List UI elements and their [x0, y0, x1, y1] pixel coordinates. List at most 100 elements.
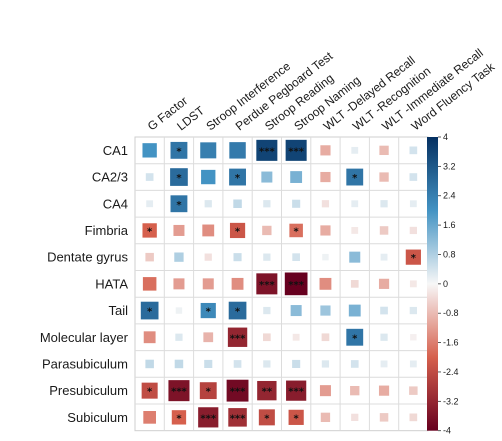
heatmap-cell — [143, 331, 156, 344]
significance-label: * — [206, 387, 212, 398]
heatmap-cell — [173, 278, 185, 290]
heatmap-cell — [320, 412, 331, 423]
heatmap-cell — [346, 168, 364, 186]
heatmap-cell — [226, 379, 249, 402]
row-labels: CA1 CA2/3 CA4 Fimbria Dentate gyrus HATA Tail M… — [40, 143, 129, 425]
heatmap-cell — [263, 253, 271, 261]
heatmap-cell — [145, 173, 154, 181]
heatmap-cell — [258, 409, 275, 426]
heatmap-cell — [263, 200, 271, 208]
heatmap-cell — [409, 200, 417, 208]
heatmap-cell — [229, 222, 246, 239]
heatmap-cell — [143, 411, 156, 424]
heatmap-cell — [290, 171, 303, 183]
heatmap-cell — [379, 226, 389, 235]
heatmap-cell — [170, 141, 188, 159]
row-label: Fimbria — [85, 223, 129, 238]
heatmap-cell — [321, 360, 330, 368]
heatmap-cell — [263, 360, 271, 368]
heatmap-cell — [319, 385, 331, 397]
heatmap-cell — [409, 173, 418, 181]
heatmap-cell — [320, 171, 331, 183]
heatmap-cell — [322, 253, 329, 261]
heatmap-cell — [410, 334, 417, 341]
row-label: CA4 — [103, 196, 128, 211]
heatmap-cell — [409, 226, 417, 235]
heatmap-cell — [175, 333, 183, 341]
heatmap-cell — [409, 413, 418, 422]
row-label: Subiculum — [67, 410, 128, 425]
heatmap-cell — [204, 200, 212, 208]
colorbar-tick-label: 3.2 — [443, 161, 456, 171]
heatmap-cell — [350, 360, 359, 368]
significance-label: *** — [230, 333, 246, 344]
heatmap-cell — [319, 277, 332, 290]
colorbar-tick-label: -2.4 — [443, 367, 459, 377]
colorbar-tick-label: 0 — [443, 279, 448, 289]
heatmap-cell — [198, 407, 219, 428]
heatmap-cell — [204, 359, 213, 368]
colorbar-tick-label: -4 — [443, 426, 451, 436]
heatmap-cell — [379, 413, 389, 422]
heatmap-cell — [228, 301, 247, 320]
heatmap-cell — [292, 333, 300, 341]
heatmap-cell — [351, 413, 359, 421]
significance-label: *** — [259, 146, 275, 157]
heatmap-cell — [409, 386, 418, 395]
heatmap-cell — [202, 224, 215, 237]
colorbar-tick-label: 1.6 — [443, 220, 456, 230]
row-label: Parasubiculum — [42, 356, 128, 371]
heatmap-cell — [292, 253, 300, 261]
colorbar-tick-label: -1.6 — [443, 338, 459, 348]
heatmap-cell — [288, 409, 304, 425]
row-label: Tail — [108, 303, 128, 318]
heatmap-cell — [140, 301, 159, 320]
heatmap-cell — [174, 359, 184, 369]
heatmap-cell — [257, 380, 277, 401]
significance-label: * — [176, 200, 182, 211]
colorbar: 4 3.2 2.4 1.6 0.8 0 -0.8 -1.6 -2.4 -3.2 -4 — [427, 132, 459, 436]
heatmap-cell — [256, 273, 278, 295]
heatmap-cell — [142, 143, 157, 158]
significance-label: * — [352, 333, 358, 344]
heatmap-cell — [351, 227, 359, 234]
significance-label: *** — [230, 413, 246, 424]
row-label: CA1 — [103, 143, 128, 158]
significance-label: *** — [288, 280, 304, 291]
heatmap-cell — [350, 280, 359, 288]
heatmap-cell — [145, 359, 154, 369]
heatmap-cell — [201, 169, 216, 185]
heatmap-cell — [173, 224, 185, 236]
heatmap-cell — [378, 278, 390, 289]
heatmap-cell — [170, 195, 188, 213]
heatmap-cell — [145, 252, 154, 262]
heatmap-cell — [171, 410, 187, 425]
heatmap-cell — [263, 306, 271, 315]
heatmap-cell — [231, 277, 244, 290]
heatmap-cell — [203, 332, 214, 343]
heatmap-cell — [204, 253, 212, 261]
heatmap-cell — [284, 272, 308, 296]
heatmap-cell — [379, 172, 389, 182]
heatmap-cell — [409, 146, 418, 155]
heatmap-cell — [174, 252, 184, 262]
heatmap-cell — [292, 359, 301, 368]
heatmap-cell — [229, 168, 246, 186]
heatmap-cell — [233, 199, 242, 208]
heatmap-cell — [409, 280, 417, 288]
heatmap-cell — [351, 146, 359, 154]
heatmap-cell — [256, 139, 278, 161]
significance-label: *** — [288, 387, 304, 398]
heatmap-cell — [200, 302, 216, 319]
significance-label: *** — [200, 413, 216, 424]
heatmap-cell — [321, 200, 330, 208]
significance-label: * — [147, 307, 153, 318]
heatmap-cell — [378, 385, 390, 396]
heatmap-cell — [380, 360, 388, 368]
heatmap-cell — [142, 277, 157, 291]
heatmap-cell — [292, 199, 301, 208]
heatmap-cell — [233, 360, 242, 368]
significance-label: * — [235, 173, 241, 184]
